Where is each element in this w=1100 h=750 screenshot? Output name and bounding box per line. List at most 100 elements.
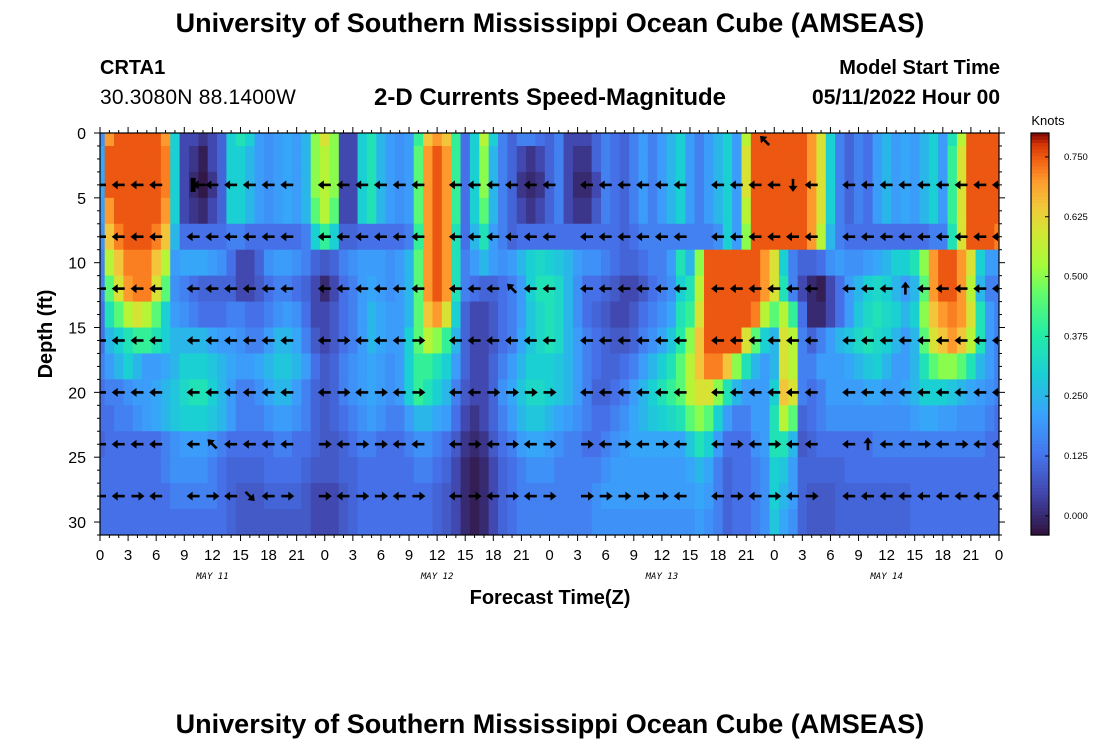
x-tick-label: 3 [573, 547, 581, 564]
heatmap-cell [245, 353, 256, 380]
colorbar-segment [1031, 401, 1049, 405]
heatmap-cell [994, 457, 999, 484]
heatmap-cell [694, 301, 705, 329]
station-id: CRTA1 [100, 57, 166, 79]
current-arrow [149, 336, 163, 345]
heatmap-cell [526, 457, 537, 484]
heatmap-cell [675, 457, 686, 484]
current-arrow [524, 387, 538, 397]
current-arrow [879, 387, 893, 397]
heatmap-cell [572, 405, 583, 432]
heatmap-cell [825, 275, 836, 303]
heatmap-cell [394, 249, 405, 277]
heatmap-cell [938, 133, 949, 147]
heatmap-cell [610, 457, 621, 484]
heatmap-cell [947, 509, 958, 535]
heatmap-cell [704, 509, 714, 535]
heatmap-cell [366, 249, 377, 277]
heatmap-cell [497, 249, 508, 277]
heatmap-cell [685, 275, 696, 303]
colorbar-segment [1031, 303, 1049, 308]
heatmap-cell [975, 197, 986, 225]
heatmap-cell [348, 379, 359, 406]
current-arrow [879, 180, 893, 190]
heatmap-cell [647, 301, 658, 329]
heatmap-cell [638, 509, 649, 535]
heatmap-cell [591, 353, 602, 380]
heatmap-cell [170, 275, 181, 303]
heatmap-cell [235, 457, 246, 484]
heatmap-cell [872, 483, 883, 510]
current-arrow [261, 284, 275, 294]
heatmap-cell [432, 405, 443, 432]
heatmap-cell [872, 145, 883, 173]
colorbar-segment [1031, 444, 1049, 449]
heatmap-cell [563, 353, 574, 380]
heatmap-cell [366, 133, 377, 147]
heatmap-cell [853, 301, 864, 329]
heatmap-cell [301, 223, 312, 251]
heatmap-cell [619, 509, 630, 535]
heatmap-cell [479, 379, 490, 406]
current-arrow [542, 336, 556, 345]
colorbar-tick-label: 0.375 [1064, 331, 1088, 342]
heatmap-cell [198, 509, 209, 535]
heatmap-cell [488, 353, 499, 380]
heatmap-cell [966, 457, 977, 484]
heatmap-cell [123, 197, 134, 225]
current-arrow [935, 232, 949, 242]
heatmap-cell [853, 379, 864, 406]
heatmap-cell [619, 353, 630, 380]
heatmap-cell [984, 145, 995, 173]
heatmap-cell [657, 197, 668, 225]
heatmap-cell [675, 145, 686, 173]
heatmap-cell [872, 509, 883, 535]
heatmap-cell [432, 483, 443, 510]
heatmap-cell [582, 301, 593, 329]
current-arrow [973, 491, 987, 501]
colorbar-tick-label: 0.500 [1064, 272, 1088, 283]
heatmap-cell [404, 133, 415, 147]
heatmap-cell [170, 301, 181, 329]
current-arrow [655, 491, 669, 501]
heatmap-cell [404, 431, 415, 458]
heatmap-cell [685, 223, 696, 251]
heatmap-cell [104, 457, 115, 484]
heatmap-cell [797, 379, 808, 406]
heatmap-cell [226, 301, 237, 329]
heatmap-cell [928, 197, 939, 225]
heatmap-cell [984, 223, 995, 251]
heatmap-cell [741, 301, 752, 329]
heatmap-cell [245, 301, 256, 329]
heatmap-cell [919, 509, 930, 535]
current-arrow [149, 180, 163, 190]
heatmap-cell [797, 327, 808, 355]
current-arrow [131, 491, 145, 501]
heatmap-cell [310, 223, 321, 251]
y-tick-label: 30 [68, 515, 86, 532]
heatmap-cell [713, 353, 724, 380]
current-arrow [100, 183, 106, 187]
heatmap-cell [629, 223, 640, 251]
heatmap-cell [694, 405, 705, 432]
heatmap-cell [376, 457, 387, 484]
colorbar-segment [1031, 293, 1049, 298]
heatmap-cell [778, 133, 789, 147]
heatmap-cell [675, 133, 686, 147]
heatmap-cell [320, 145, 331, 173]
page-title: University of Southern Mississippi Ocean… [175, 8, 925, 38]
heatmap-cell [301, 327, 312, 355]
heatmap-cell [535, 327, 546, 355]
current-arrow [242, 284, 256, 294]
heatmap-cell [863, 457, 874, 484]
heatmap-cell [825, 327, 836, 355]
heatmap-cell [179, 483, 190, 510]
heatmap-cell [291, 353, 302, 380]
colorbar-segment [1031, 511, 1049, 516]
heatmap-cell [179, 145, 190, 173]
heatmap-cell [563, 197, 574, 225]
heatmap-cell [497, 405, 508, 432]
heatmap-cell [114, 145, 125, 173]
heatmap-cell [460, 145, 471, 173]
heatmap-cell [788, 509, 799, 535]
